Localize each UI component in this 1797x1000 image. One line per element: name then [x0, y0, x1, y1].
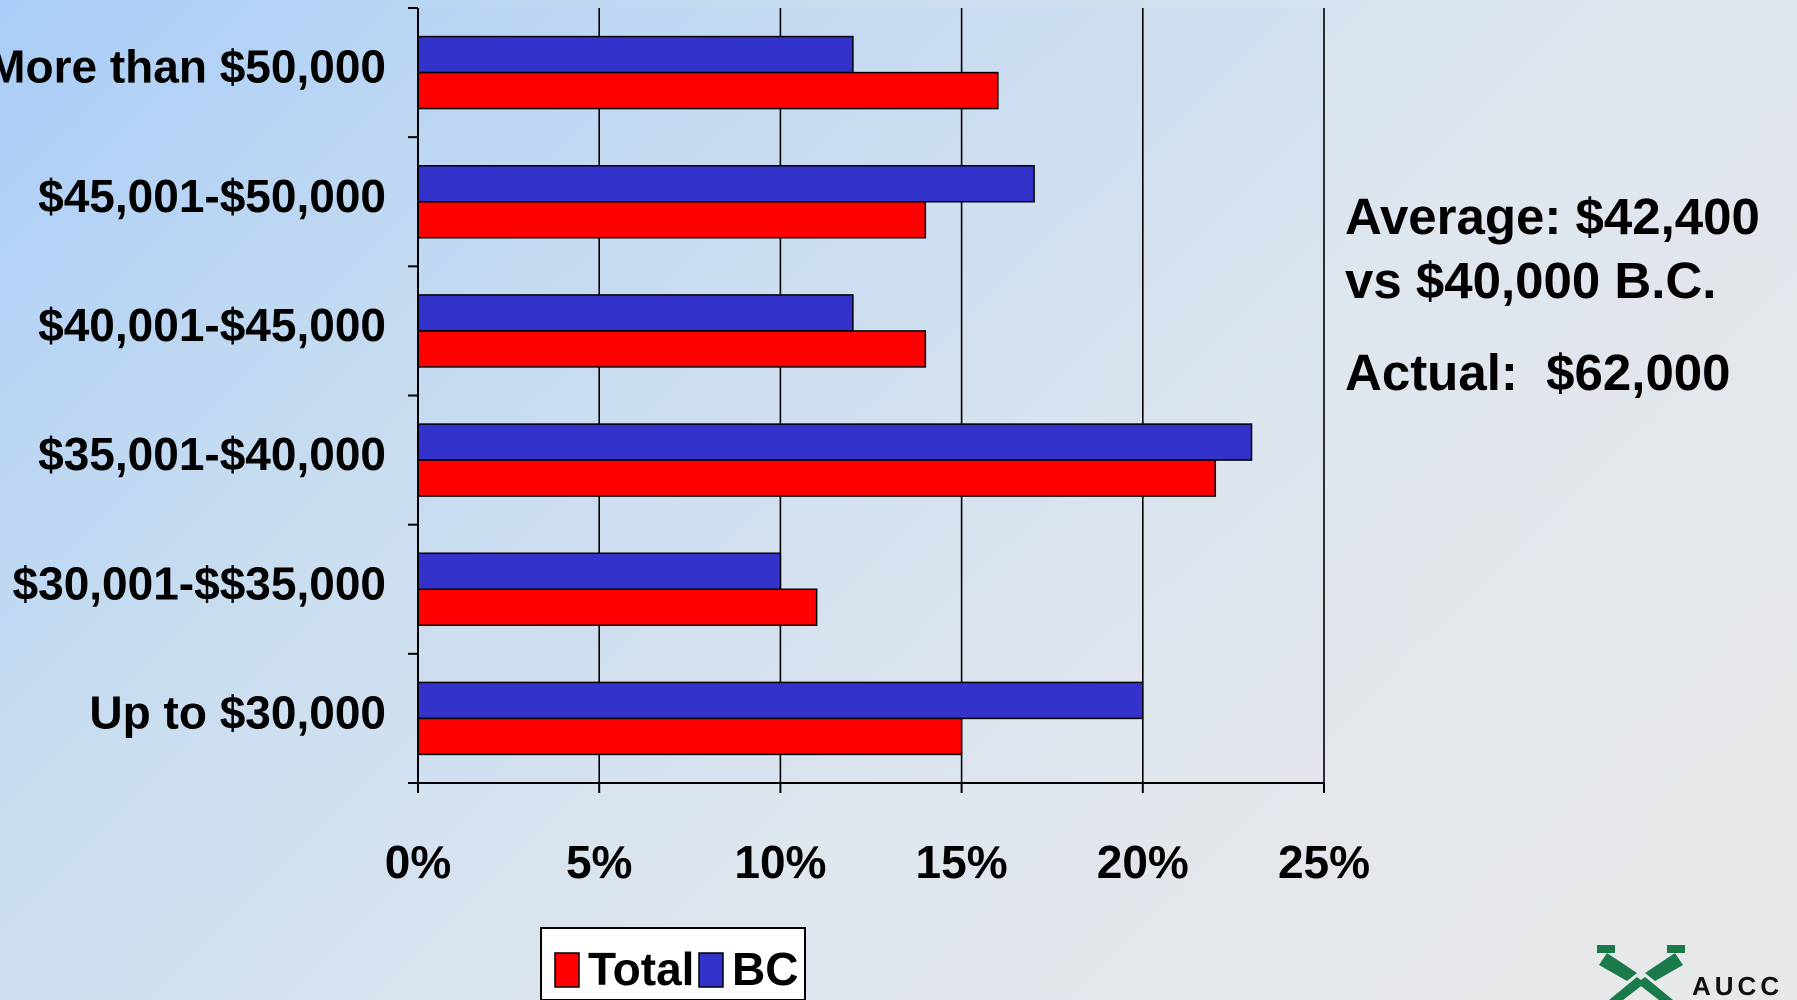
actual-salary-text: Actual: $62,000 [1345, 344, 1731, 401]
x-tick-label: 5% [566, 836, 632, 888]
x-tick-label: 10% [734, 836, 826, 888]
legend-box [540, 927, 806, 1000]
x-tick-label: 0% [385, 836, 451, 888]
average-salary-text: Average: $42,400 [1345, 188, 1760, 245]
legend: Total BC [540, 927, 806, 1000]
bar-total [417, 330, 927, 368]
category-label: Up to $30,000 [89, 687, 386, 739]
aucc-logo-icon [1597, 945, 1685, 1000]
category-labels: More than $50,000 $45,001-$50,000 $40,001-… [0, 41, 386, 739]
x-tick-label: 15% [916, 836, 1008, 888]
legend-label-total: Total [588, 943, 694, 995]
category-label: $40,001-$45,000 [38, 299, 386, 351]
bar-total [417, 459, 1217, 497]
logo-text: AUCC [1692, 971, 1784, 1000]
bar-bc [417, 165, 1035, 203]
category-label: $45,001-$50,000 [38, 170, 386, 222]
bar-bc [417, 681, 1144, 720]
legend-swatch-total [554, 952, 580, 988]
plot-area [418, 8, 1324, 783]
bar-bc [417, 294, 854, 332]
aucc-logo: AUCC [1597, 943, 1797, 1000]
legend-swatch-bc [698, 952, 724, 988]
legend-label-bc: BC [732, 943, 798, 995]
bar-bc [417, 423, 1253, 461]
bar-bc [417, 35, 854, 74]
bar-total [417, 717, 963, 756]
bar-total [417, 71, 999, 110]
summary-notes: Average: $42,400 vs $40,000 B.C. Actual:… [1345, 185, 1785, 405]
x-tick-label: 20% [1097, 836, 1189, 888]
category-label: $35,001-$40,000 [38, 428, 386, 480]
bar-bc [417, 552, 782, 590]
gridlines [598, 8, 1325, 783]
bar-total [417, 588, 818, 626]
category-label: $30,001-$$35,000 [13, 557, 386, 609]
x-tick-label: 25% [1278, 836, 1370, 888]
tick-labels: 0% 5% 10% 15% 20% 25% [385, 836, 1370, 888]
category-label: More than $50,000 [0, 41, 386, 93]
bc-comparison-text: vs $40,000 B.C. [1345, 252, 1717, 309]
bar-total [417, 201, 927, 239]
axes [408, 7, 1325, 793]
